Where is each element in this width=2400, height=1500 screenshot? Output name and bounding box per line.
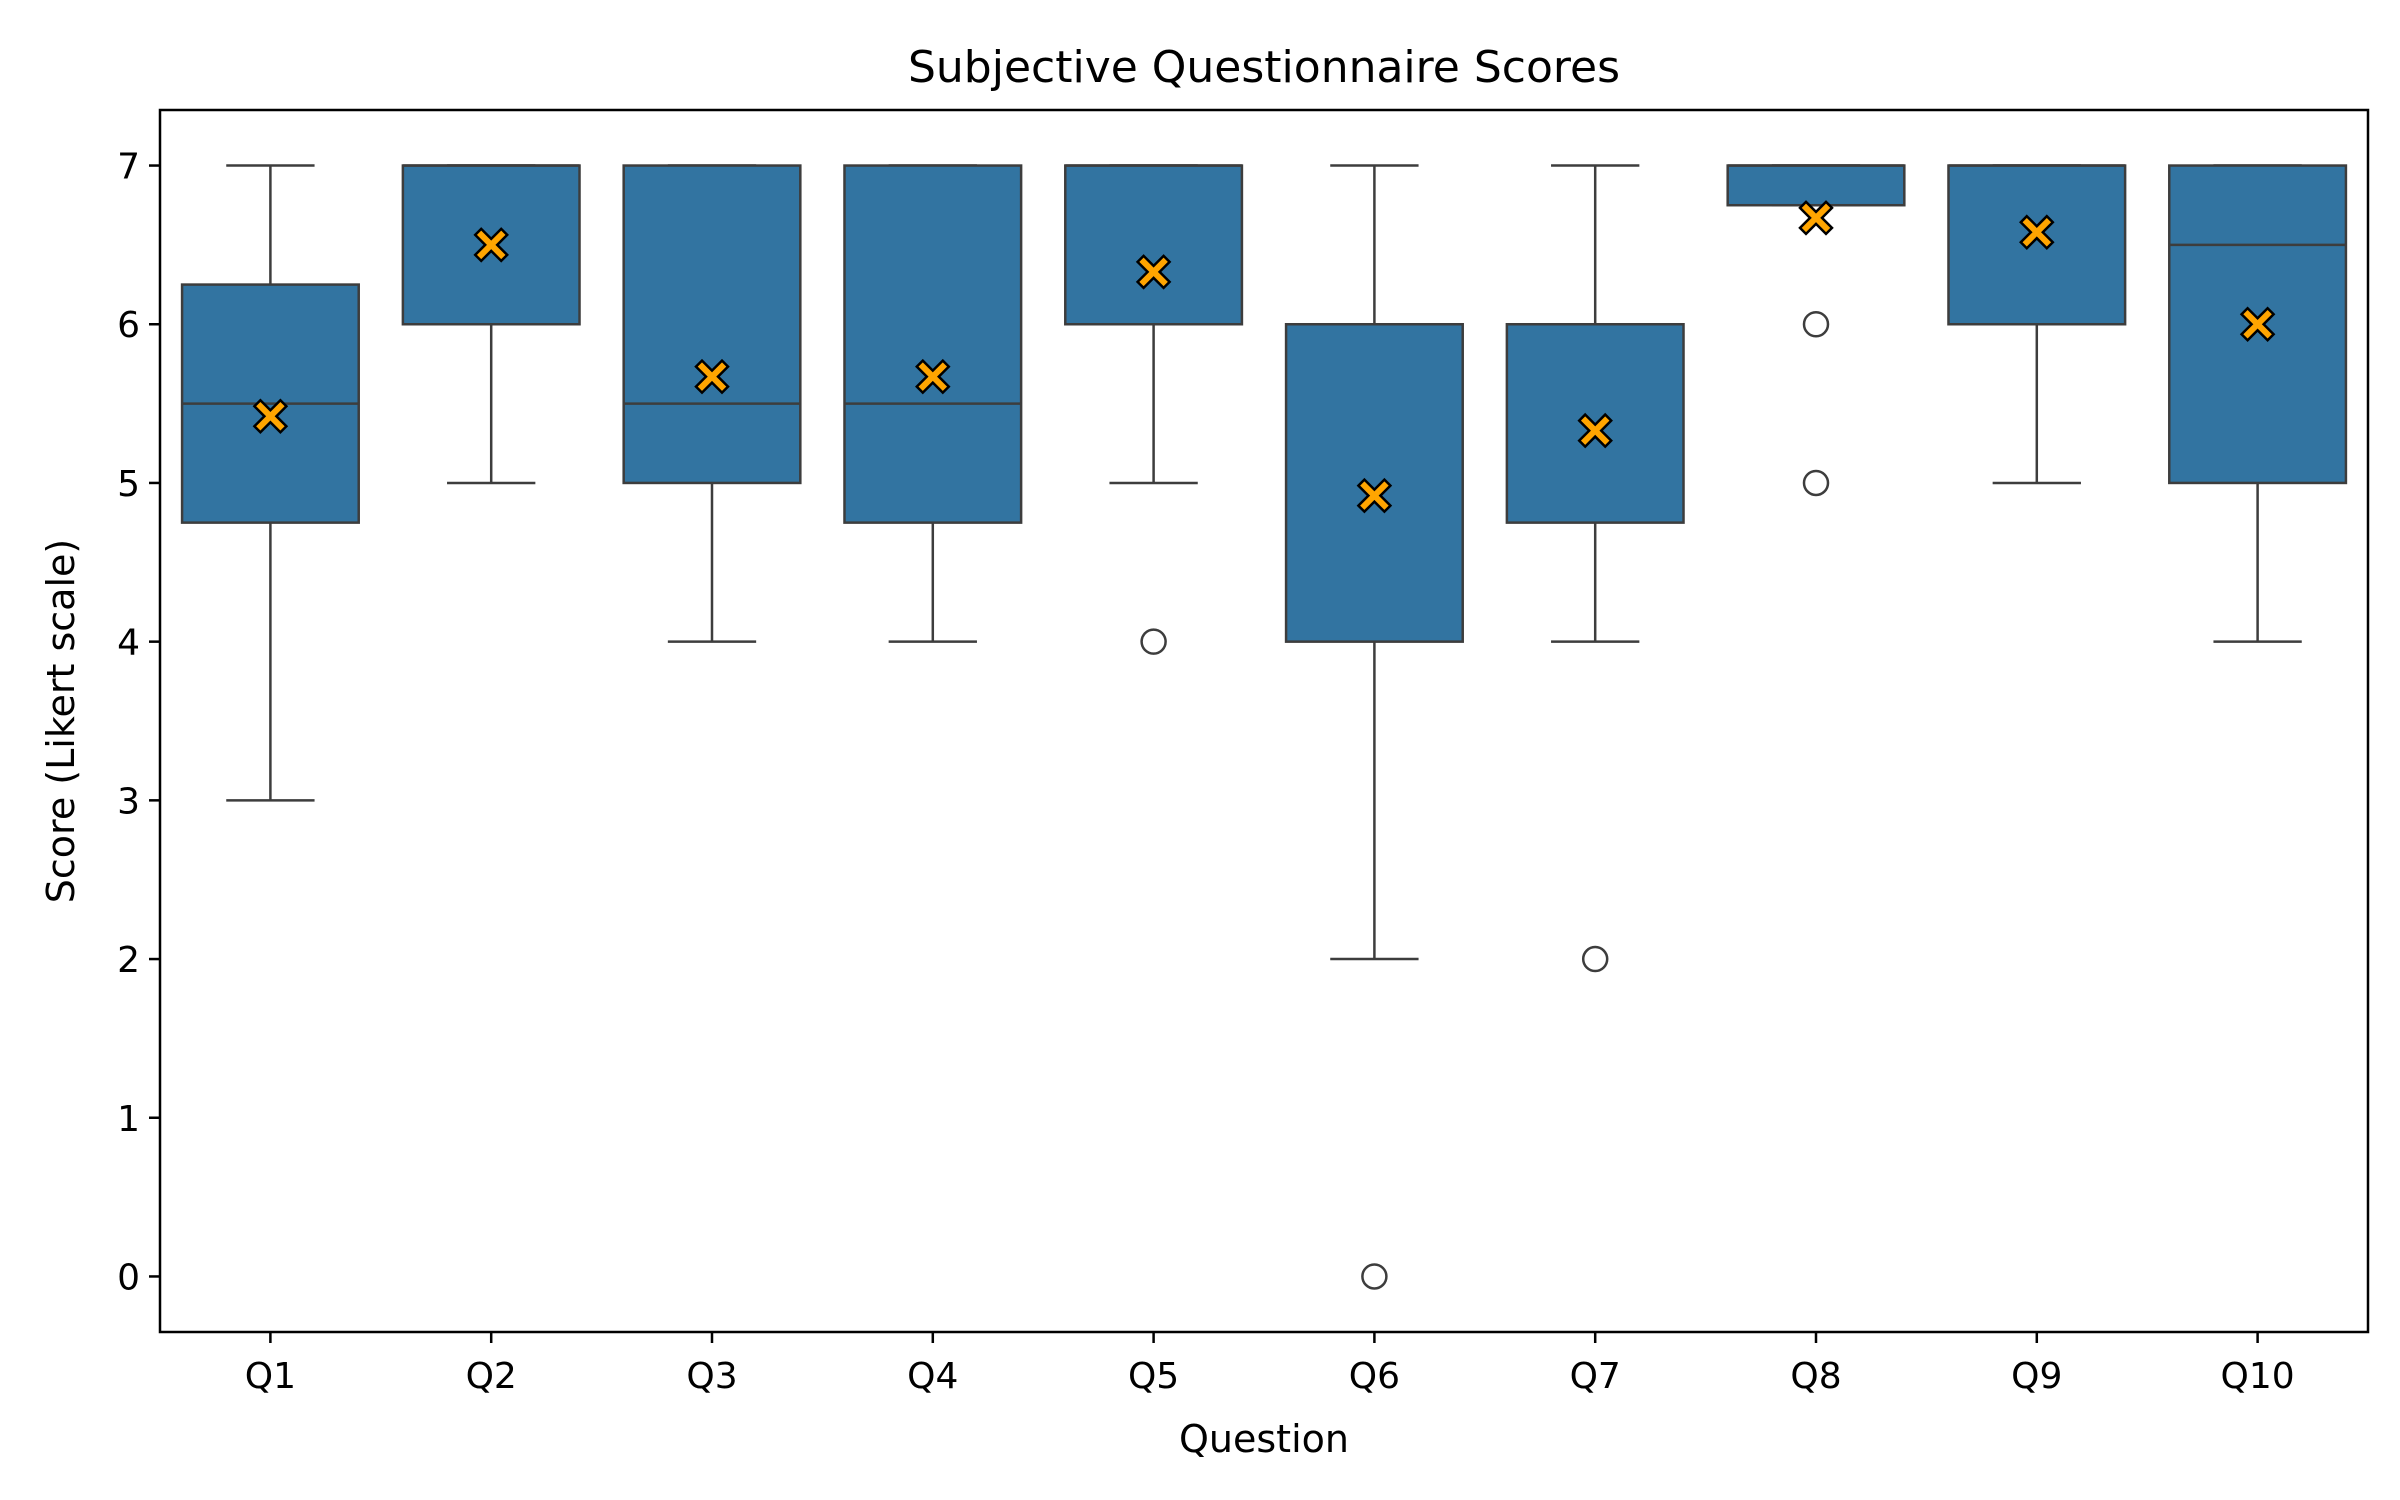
mean-marker (1798, 200, 1834, 236)
mean-marker (473, 227, 509, 263)
box-group-q5 (1064, 164, 1244, 655)
x-tick-label: Q7 (1570, 1356, 1621, 1397)
x-tick-label: Q3 (686, 1356, 737, 1397)
iqr-box (1284, 322, 1464, 643)
mean-marker (1135, 254, 1172, 290)
y-tick-label: 3 (117, 781, 140, 822)
iqr-box (843, 164, 1023, 524)
x-tick-label: Q9 (2011, 1356, 2062, 1397)
y-tick-label: 4 (117, 623, 140, 664)
box-group-q2 (401, 164, 581, 485)
box-group-q3 (622, 164, 802, 643)
box-group-q7 (1505, 164, 1685, 973)
outlier-point (1802, 310, 1830, 338)
y-tick-label: 5 (117, 464, 140, 505)
x-tick-label: Q10 (2221, 1356, 2295, 1397)
box-group-q9 (1947, 164, 2127, 485)
mean-marker (1577, 412, 1613, 449)
plot-area (180, 164, 2348, 1290)
y-tick-label: 0 (117, 1257, 140, 1298)
y-tick-label: 1 (117, 1099, 140, 1140)
x-tick-label: Q6 (1349, 1356, 1400, 1397)
y-axis: 0 1 2 3 4 5 6 7 (117, 147, 160, 1298)
mean-marker (1356, 477, 1393, 514)
box-group-q8 (1726, 164, 1906, 497)
y-tick-label: 2 (117, 940, 140, 981)
chart-title: Subjective Questionnaire Scores (908, 42, 1620, 93)
mean-marker (694, 358, 730, 395)
iqr-box (622, 164, 802, 485)
box-group-q4 (843, 164, 1023, 643)
outlier-point (1361, 1263, 1388, 1290)
x-tick-label: Q4 (907, 1356, 958, 1397)
box-group-q10 (2168, 164, 2348, 643)
outlier-point (1140, 628, 1167, 655)
mean-marker (2239, 306, 2276, 343)
x-tick-label: Q8 (1790, 1356, 1841, 1397)
outlier-point (1581, 945, 1609, 973)
iqr-box (1064, 164, 1244, 326)
x-tick-label: Q5 (1128, 1356, 1179, 1397)
box-group-q6 (1284, 164, 1464, 1290)
iqr-box (1726, 164, 1906, 207)
x-tick-label: Q2 (466, 1356, 517, 1397)
y-axis-label: Score (Likert scale) (39, 539, 83, 903)
x-axis: Q1 Q2 Q3 Q4 Q5 Q6 Q7 Q8 Q9 Q10 (245, 1332, 2295, 1397)
outlier-point (1802, 469, 1830, 497)
mean-marker (915, 358, 951, 395)
mean-marker (252, 398, 289, 435)
y-tick-label: 7 (117, 147, 140, 188)
plot-frame (158, 108, 2370, 1334)
x-axis-label: Question (1179, 1417, 1349, 1461)
y-tick-label: 6 (117, 305, 140, 346)
mean-marker (2019, 214, 2055, 250)
box-group-q1 (180, 164, 360, 802)
iqr-box (1947, 164, 2127, 326)
x-tick-label: Q1 (245, 1356, 296, 1397)
